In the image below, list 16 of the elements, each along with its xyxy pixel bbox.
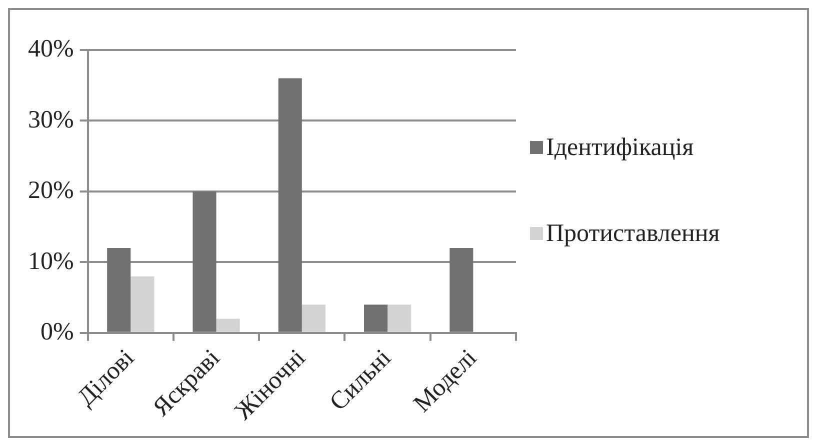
bar (388, 304, 412, 332)
bar (107, 248, 131, 332)
y-tick-label: 0% (40, 318, 74, 346)
bar (364, 304, 388, 332)
bar (216, 318, 240, 332)
y-tick-label: 30% (28, 106, 74, 134)
bar (192, 191, 216, 332)
legend-label: Ідентифікація (546, 133, 695, 163)
bar (302, 304, 326, 332)
bar (450, 248, 474, 332)
bar (130, 276, 154, 332)
y-tick-label: 40% (28, 36, 74, 63)
y-tick-label: 20% (28, 177, 74, 204)
bar (278, 78, 302, 332)
legend-label: Протиставлення (546, 219, 721, 249)
y-tick-label: 10% (28, 248, 74, 275)
